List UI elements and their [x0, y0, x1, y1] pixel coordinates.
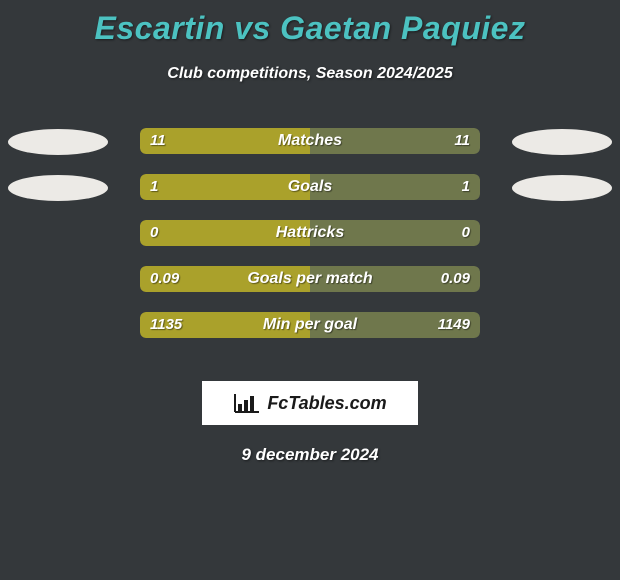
page-subtitle: Club competitions, Season 2024/2025 [0, 65, 620, 83]
stat-row: Goals per match0.090.09 [0, 257, 620, 303]
stat-bar: Min per goal11351149 [140, 312, 480, 338]
stat-bar-left [140, 266, 310, 292]
stat-row: Hattricks00 [0, 211, 620, 257]
logo-text: FcTables.com [267, 393, 386, 414]
player-right-ellipse [512, 175, 612, 201]
player-left-ellipse [8, 175, 108, 201]
stat-row: Min per goal11351149 [0, 303, 620, 349]
stat-bar-right [310, 266, 480, 292]
logo-box: FcTables.com [202, 381, 418, 425]
footer-date: 9 december 2024 [0, 445, 620, 465]
stat-bar-left [140, 220, 310, 246]
stat-bar: Matches1111 [140, 128, 480, 154]
player-right-ellipse [512, 129, 612, 155]
stat-bar-right [310, 220, 480, 246]
stat-row: Goals11 [0, 165, 620, 211]
stat-bar: Goals11 [140, 174, 480, 200]
page-title: Escartin vs Gaetan Paquiez [0, 0, 620, 47]
stat-bar: Goals per match0.090.09 [140, 266, 480, 292]
player-left-ellipse [8, 129, 108, 155]
stat-bar-right [310, 128, 480, 154]
stat-bar-left [140, 312, 310, 338]
stat-row: Matches1111 [0, 119, 620, 165]
bar-chart-icon [233, 392, 261, 414]
stat-bar-right [310, 174, 480, 200]
stat-bar-left [140, 128, 310, 154]
stat-bar-left [140, 174, 310, 200]
stats-rows: Matches1111 Goals11 Hattricks00 Goals per m… [0, 119, 620, 349]
stat-bar-right [310, 312, 480, 338]
stat-bar: Hattricks00 [140, 220, 480, 246]
